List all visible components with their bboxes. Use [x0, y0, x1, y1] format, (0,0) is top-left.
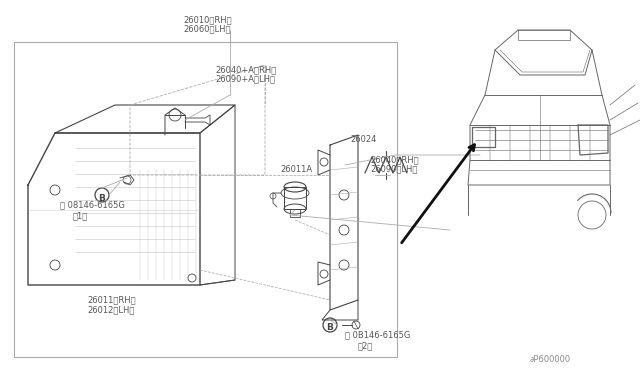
Text: 26012〈LH〉: 26012〈LH〉 [87, 305, 134, 314]
Text: 26090+A〈LH〉: 26090+A〈LH〉 [215, 74, 275, 83]
Text: 26024: 26024 [350, 135, 376, 144]
Text: （1）: （1） [73, 211, 88, 220]
Text: B: B [326, 324, 333, 333]
Circle shape [95, 188, 109, 202]
Text: （2）: （2） [358, 341, 373, 350]
Text: ∂P600000: ∂P600000 [530, 355, 571, 364]
Text: 26060〈LH〉: 26060〈LH〉 [183, 24, 230, 33]
Text: 26040+A〈RH〉: 26040+A〈RH〉 [215, 65, 276, 74]
Text: 26011〈RH〉: 26011〈RH〉 [87, 295, 136, 304]
Bar [284, 187, 306, 209]
Text: 26010〈RH〉: 26010〈RH〉 [183, 15, 232, 24]
Text: ⒵ 08146-6165G: ⒵ 08146-6165G [60, 200, 125, 209]
Text: B: B [99, 193, 106, 202]
Circle shape [323, 318, 337, 332]
Text: 26040〈RH〉: 26040〈RH〉 [370, 155, 419, 164]
Text: 26011A: 26011A [280, 165, 312, 174]
Bar [14, 42, 397, 357]
Text: 26090〈LH〉: 26090〈LH〉 [370, 164, 417, 173]
Text: ⒵ 0B146-6165G: ⒵ 0B146-6165G [345, 330, 410, 339]
